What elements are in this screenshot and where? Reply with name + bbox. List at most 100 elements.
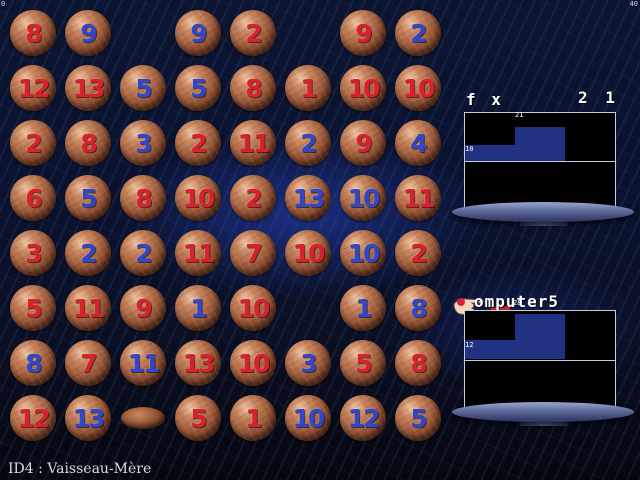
- number-ball[interactable]: 4: [395, 120, 441, 166]
- number-ball[interactable]: 9: [340, 10, 386, 56]
- number-ball[interactable]: 10: [230, 340, 276, 386]
- computer-score-panel: 28 12: [464, 299, 616, 410]
- ball-number: 1: [245, 403, 262, 433]
- ball-number: 5: [25, 293, 42, 323]
- number-ball[interactable]: 2: [230, 10, 276, 56]
- computer-bar-left: [465, 340, 515, 359]
- number-ball[interactable]: 8: [230, 65, 276, 111]
- number-ball[interactable]: 8: [395, 340, 441, 386]
- number-ball[interactable]: 13: [175, 340, 221, 386]
- number-ball[interactable]: 3: [285, 340, 331, 386]
- number-ball[interactable]: 2: [10, 120, 56, 166]
- ball-number: 9: [355, 18, 372, 48]
- number-ball[interactable]: 5: [175, 65, 221, 111]
- number-ball[interactable]: 8: [10, 340, 56, 386]
- ball-number: 1: [300, 73, 317, 103]
- number-ball[interactable]: 2: [120, 230, 166, 276]
- number-ball[interactable]: 6: [10, 175, 56, 221]
- number-ball[interactable]: 2: [395, 230, 441, 276]
- number-ball[interactable]: 1: [230, 395, 276, 441]
- number-ball[interactable]: 7: [65, 340, 111, 386]
- number-ball[interactable]: 5: [120, 65, 166, 111]
- number-ball[interactable]: 11: [230, 120, 276, 166]
- number-ball[interactable]: 13: [285, 175, 331, 221]
- number-ball[interactable]: 3: [10, 230, 56, 276]
- number-ball[interactable]: 13: [65, 395, 111, 441]
- ball-number: 8: [410, 293, 427, 323]
- number-ball[interactable]: 2: [395, 10, 441, 56]
- number-ball[interactable]: 13: [65, 65, 111, 111]
- panel-divider: [465, 360, 615, 361]
- number-ball[interactable]: 10: [230, 285, 276, 331]
- ball-number: 10: [237, 293, 271, 323]
- ball-number: 2: [410, 18, 427, 48]
- number-ball[interactable]: 2: [285, 120, 331, 166]
- number-ball[interactable]: 10: [340, 65, 386, 111]
- ball-number: 8: [245, 73, 262, 103]
- number-ball[interactable]: 2: [230, 175, 276, 221]
- number-ball[interactable]: 1: [340, 285, 386, 331]
- number-ball[interactable]: 5: [10, 285, 56, 331]
- ball-number: 2: [25, 128, 42, 158]
- number-ball[interactable]: 9: [340, 120, 386, 166]
- number-ball[interactable]: 12: [10, 65, 56, 111]
- computer-left-value: 12: [465, 341, 474, 349]
- number-ball[interactable]: 10: [285, 395, 331, 441]
- ball-number: 8: [80, 128, 97, 158]
- player-bar-left: [465, 145, 515, 161]
- ball-number: 7: [80, 348, 97, 378]
- ball-number: 9: [80, 18, 97, 48]
- number-ball[interactable]: 10: [175, 175, 221, 221]
- number-ball[interactable]: 9: [65, 10, 111, 56]
- number-ball[interactable]: 10: [340, 230, 386, 276]
- number-ball[interactable]: 8: [65, 120, 111, 166]
- ball-number: 5: [80, 183, 97, 213]
- ball-number: 9: [355, 128, 372, 158]
- number-ball[interactable]: 10: [395, 65, 441, 111]
- corner-counter-left: 0: [1, 0, 6, 8]
- number-ball[interactable]: 12: [10, 395, 56, 441]
- ball-number: 5: [135, 73, 152, 103]
- number-ball[interactable]: 2: [175, 120, 221, 166]
- player-bar-right: [515, 127, 565, 161]
- ball-number: 9: [190, 18, 207, 48]
- number-ball[interactable]: 5: [340, 340, 386, 386]
- ball-number: 2: [190, 128, 207, 158]
- ball-number: 2: [80, 238, 97, 268]
- ball-number: 6: [25, 183, 42, 213]
- number-ball[interactable]: 5: [395, 395, 441, 441]
- number-ball[interactable]: 1: [175, 285, 221, 331]
- number-ball[interactable]: 8: [120, 175, 166, 221]
- number-ball[interactable]: 10: [340, 175, 386, 221]
- ball-number: 10: [182, 183, 216, 213]
- number-ball[interactable]: 8: [395, 285, 441, 331]
- number-ball[interactable]: 11: [120, 340, 166, 386]
- ball-number: 8: [410, 348, 427, 378]
- number-ball[interactable]: 1: [285, 65, 331, 111]
- ball-number: 12: [17, 403, 51, 433]
- ball-number: 11: [182, 238, 216, 268]
- ball-number: 7: [245, 238, 262, 268]
- number-ball[interactable]: 2: [65, 230, 111, 276]
- number-ball[interactable]: 12: [340, 395, 386, 441]
- number-ball[interactable]: 11: [65, 285, 111, 331]
- number-ball[interactable]: 10: [285, 230, 331, 276]
- number-ball[interactable]: 8: [10, 10, 56, 56]
- ball-number: 8: [135, 183, 152, 213]
- player-score-panel: 21 10: [464, 111, 616, 212]
- number-ball[interactable]: 9: [175, 10, 221, 56]
- ball-number: 10: [402, 73, 436, 103]
- number-ball[interactable]: 5: [65, 175, 111, 221]
- corner-counter-right: 40: [629, 0, 638, 8]
- player-name: f x: [466, 90, 504, 109]
- number-ball[interactable]: 3: [120, 120, 166, 166]
- number-ball[interactable]: 11: [175, 230, 221, 276]
- number-ball[interactable]: 11: [395, 175, 441, 221]
- number-ball[interactable]: 9: [120, 285, 166, 331]
- number-ball[interactable]: 7: [230, 230, 276, 276]
- ball-number: 5: [355, 348, 372, 378]
- ball-number: 2: [245, 183, 262, 213]
- ball-number: 8: [25, 18, 42, 48]
- number-ball[interactable]: 5: [175, 395, 221, 441]
- ball-number: 3: [300, 348, 317, 378]
